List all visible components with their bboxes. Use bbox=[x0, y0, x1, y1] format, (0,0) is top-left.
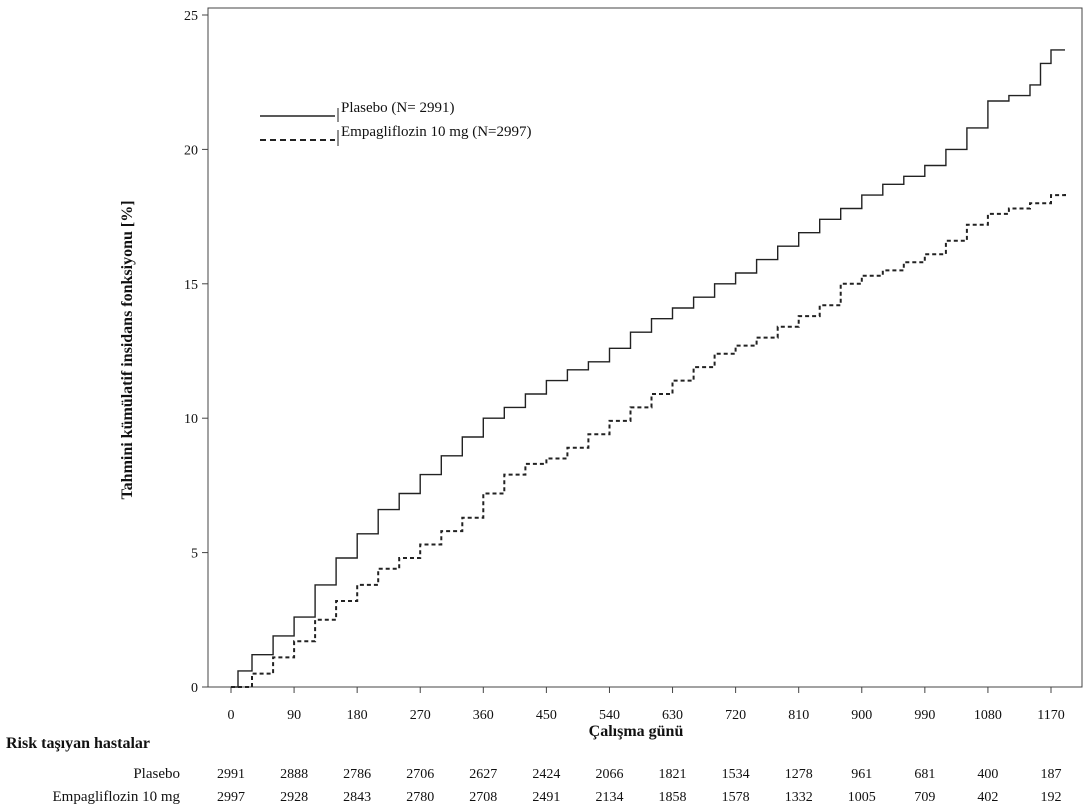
risk-cell: 2843 bbox=[343, 790, 371, 805]
risk-cell: 2134 bbox=[595, 790, 623, 805]
plot-frame bbox=[207, 7, 1083, 688]
risk-cell: 2708 bbox=[469, 790, 497, 805]
x-tick-label: 0 bbox=[228, 708, 235, 723]
risk-cell: 2786 bbox=[343, 767, 371, 782]
x-tick-label: 180 bbox=[347, 708, 368, 723]
risk-table-title: Risk taşıyan hastalar bbox=[6, 735, 150, 752]
risk-cell: 1278 bbox=[785, 767, 813, 782]
risk-row-label: Empagliflozin 10 mg bbox=[53, 789, 181, 805]
risk-cell: 2991 bbox=[217, 767, 245, 782]
y-tick-label: 10 bbox=[184, 412, 198, 427]
legend: Plasebo (N= 2991) Empagliflozin 10 mg (N… bbox=[260, 100, 532, 146]
risk-cell: 2888 bbox=[280, 767, 308, 782]
x-tick-label: 270 bbox=[410, 708, 431, 723]
series-line-plasebo bbox=[231, 49, 1065, 688]
legend-label-empagliflozin: Empagliflozin 10 mg (N=2997) bbox=[341, 124, 532, 140]
y-tick-label: 20 bbox=[184, 143, 198, 158]
risk-cell: 2706 bbox=[406, 767, 434, 782]
x-tick-label: 1170 bbox=[1037, 708, 1064, 723]
plot-area-border bbox=[207, 7, 1083, 688]
risk-cell: 681 bbox=[914, 767, 935, 782]
risk-cell: 400 bbox=[977, 767, 998, 782]
risk-cell: 1578 bbox=[722, 790, 750, 805]
risk-cell: 402 bbox=[977, 790, 998, 805]
risk-cell: 1534 bbox=[722, 767, 750, 782]
risk-cell: 192 bbox=[1041, 790, 1062, 805]
x-tick-label: 360 bbox=[473, 708, 494, 723]
risk-cell: 961 bbox=[851, 767, 872, 782]
y-tick-label: 25 bbox=[184, 9, 198, 24]
x-tick-label: 450 bbox=[536, 708, 557, 723]
x-tick-label: 990 bbox=[914, 708, 935, 723]
series-layer bbox=[231, 49, 1066, 688]
risk-cell: 2928 bbox=[280, 790, 308, 805]
risk-cell: 2997 bbox=[217, 790, 245, 805]
x-axis-title: Çalışma günü bbox=[589, 723, 684, 740]
x-tick-label: 810 bbox=[788, 708, 809, 723]
x-tick-label: 900 bbox=[851, 708, 872, 723]
risk-cell: 1821 bbox=[659, 767, 687, 782]
risk-cell: 1332 bbox=[785, 790, 813, 805]
x-tick-label: 1080 bbox=[974, 708, 1002, 723]
legend-label-plasebo: Plasebo (N= 2991) bbox=[341, 100, 454, 116]
risk-table: Plasebo 2991 2888 2786 2706 2627 2424 2066 1821 1… bbox=[53, 766, 1062, 805]
y-tick-label: 5 bbox=[191, 547, 198, 562]
x-tick-label: 720 bbox=[725, 708, 746, 723]
risk-cell: 1858 bbox=[659, 790, 687, 805]
risk-cell: 2424 bbox=[532, 767, 560, 782]
y-tick-label: 15 bbox=[184, 278, 198, 293]
x-tick-label: 90 bbox=[287, 708, 301, 723]
y-axis-ticks: 0 5 10 15 20 25 bbox=[184, 9, 208, 696]
x-axis-ticks: 0 90 180 270 360 450 540 630 720 810 900 990 1080 117… bbox=[228, 687, 1065, 723]
risk-cell: 2627 bbox=[469, 767, 497, 782]
risk-cell: 187 bbox=[1041, 767, 1062, 782]
risk-cell: 709 bbox=[914, 790, 935, 805]
y-tick-label: 0 bbox=[191, 681, 198, 696]
series-line-empagliflozin bbox=[231, 192, 1066, 688]
risk-cell: 2780 bbox=[406, 790, 434, 805]
x-tick-label: 540 bbox=[599, 708, 620, 723]
risk-row-label: Plasebo bbox=[133, 766, 180, 782]
risk-cell: 2491 bbox=[532, 790, 560, 805]
risk-cell: 2066 bbox=[595, 767, 623, 782]
y-axis-title: Tahmini kümülatif insidans fonksiyonu [%… bbox=[119, 200, 136, 499]
risk-cell: 1005 bbox=[848, 790, 876, 805]
x-tick-label: 630 bbox=[662, 708, 683, 723]
